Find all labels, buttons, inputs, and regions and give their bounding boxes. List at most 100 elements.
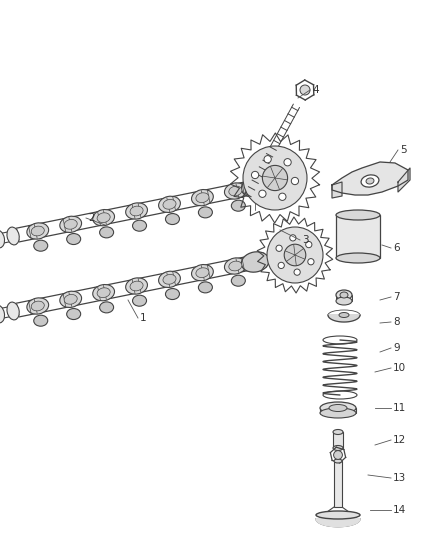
Ellipse shape [31, 301, 44, 311]
Ellipse shape [7, 227, 19, 245]
Text: 5: 5 [400, 145, 406, 155]
Ellipse shape [361, 175, 379, 187]
Ellipse shape [7, 302, 19, 320]
Ellipse shape [336, 290, 352, 300]
Text: 10: 10 [393, 363, 406, 373]
Ellipse shape [334, 459, 342, 463]
Ellipse shape [333, 446, 343, 450]
Ellipse shape [130, 281, 143, 291]
Ellipse shape [133, 295, 147, 306]
Circle shape [279, 193, 286, 200]
Ellipse shape [99, 302, 113, 313]
Polygon shape [328, 315, 360, 322]
Text: 7: 7 [393, 292, 399, 302]
Polygon shape [332, 182, 342, 198]
Ellipse shape [339, 312, 349, 318]
Text: 14: 14 [393, 505, 406, 515]
Text: 8: 8 [393, 317, 399, 327]
Ellipse shape [97, 213, 110, 223]
Bar [333, 432, 343, 448]
Ellipse shape [336, 210, 380, 220]
Ellipse shape [130, 206, 143, 216]
Ellipse shape [224, 258, 246, 274]
Circle shape [259, 190, 266, 197]
Ellipse shape [166, 288, 180, 300]
Ellipse shape [0, 230, 4, 248]
Ellipse shape [198, 207, 212, 218]
Text: 9: 9 [393, 343, 399, 353]
Ellipse shape [333, 430, 343, 434]
Ellipse shape [99, 227, 113, 238]
Ellipse shape [336, 253, 380, 263]
Text: 1: 1 [140, 313, 147, 323]
Text: 3: 3 [302, 235, 309, 245]
Circle shape [290, 235, 296, 241]
Text: 13: 13 [393, 473, 406, 483]
Text: 6: 6 [393, 243, 399, 253]
Circle shape [278, 262, 284, 269]
Polygon shape [398, 168, 410, 192]
Bar [336, 215, 380, 258]
Ellipse shape [196, 268, 209, 278]
Ellipse shape [163, 199, 176, 209]
Ellipse shape [159, 196, 180, 213]
Bar [334, 461, 342, 507]
Ellipse shape [231, 275, 245, 286]
Ellipse shape [241, 252, 269, 272]
Ellipse shape [316, 511, 360, 519]
Circle shape [334, 450, 343, 459]
Ellipse shape [241, 177, 269, 197]
Text: 2: 2 [88, 213, 95, 223]
Ellipse shape [67, 233, 81, 245]
Ellipse shape [126, 203, 148, 219]
Ellipse shape [320, 402, 356, 414]
Text: 11: 11 [393, 403, 406, 413]
Ellipse shape [366, 178, 374, 184]
Ellipse shape [64, 220, 77, 229]
Ellipse shape [166, 214, 180, 224]
Circle shape [262, 165, 288, 191]
Text: 12: 12 [393, 435, 406, 445]
Ellipse shape [60, 216, 81, 232]
Ellipse shape [336, 297, 352, 305]
Ellipse shape [229, 186, 242, 196]
Ellipse shape [196, 193, 209, 203]
Circle shape [300, 85, 310, 95]
Ellipse shape [34, 240, 48, 251]
Ellipse shape [67, 309, 81, 320]
Ellipse shape [93, 285, 114, 301]
Circle shape [284, 159, 291, 166]
Ellipse shape [229, 261, 242, 271]
Circle shape [306, 241, 312, 248]
Circle shape [243, 146, 307, 210]
Ellipse shape [60, 291, 81, 308]
Ellipse shape [191, 190, 213, 206]
Circle shape [264, 156, 271, 163]
Ellipse shape [97, 288, 110, 297]
Text: 4: 4 [312, 85, 318, 95]
Circle shape [276, 245, 282, 252]
Ellipse shape [34, 315, 48, 326]
Circle shape [308, 259, 314, 265]
Circle shape [294, 269, 300, 275]
Ellipse shape [231, 200, 245, 211]
Ellipse shape [0, 305, 4, 323]
Circle shape [251, 171, 259, 179]
Ellipse shape [27, 223, 49, 239]
Polygon shape [332, 162, 408, 195]
Circle shape [267, 227, 323, 283]
Ellipse shape [93, 209, 114, 226]
Ellipse shape [329, 405, 347, 411]
Ellipse shape [340, 292, 348, 298]
Ellipse shape [163, 274, 176, 284]
Ellipse shape [31, 226, 44, 236]
Ellipse shape [27, 298, 49, 314]
Ellipse shape [198, 282, 212, 293]
Ellipse shape [191, 264, 213, 281]
Circle shape [291, 177, 299, 184]
Ellipse shape [126, 278, 148, 294]
Circle shape [284, 244, 306, 266]
Ellipse shape [224, 183, 246, 199]
Ellipse shape [320, 408, 356, 418]
Ellipse shape [64, 294, 77, 304]
